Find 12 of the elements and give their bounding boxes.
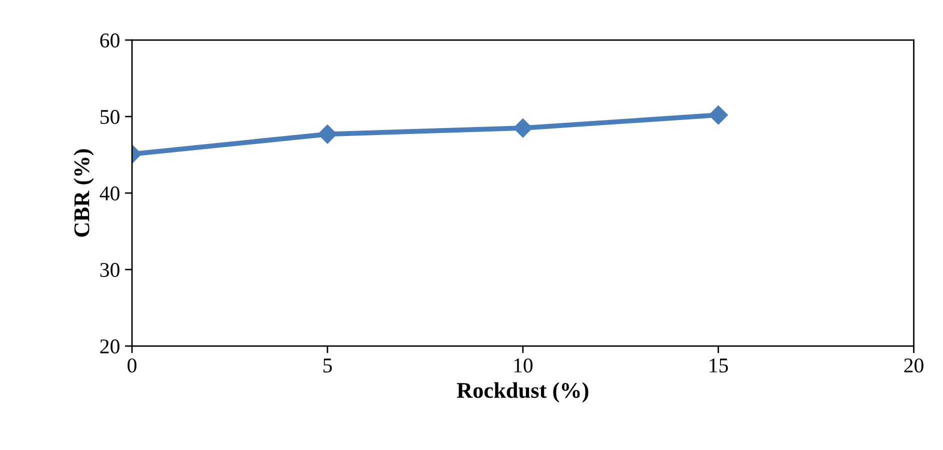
x-tick-label: 20 — [904, 358, 924, 373]
y-tick-label: 20 — [100, 339, 120, 354]
y-tick-label: 40 — [100, 186, 120, 200]
x-tick-label: 5 — [323, 358, 332, 373]
x-tick-label: 15 — [710, 358, 728, 373]
y-tick-label: 60 — [100, 33, 120, 48]
y-tick-label: 50 — [100, 110, 120, 124]
x-tick-label: 0 — [128, 358, 136, 373]
x-axis-title: Rockdust (%) — [456, 382, 588, 402]
y-tick-label: 30 — [100, 262, 120, 277]
x-tick-label: 10 — [514, 358, 533, 373]
y-axis-title: CBR (%) — [74, 149, 94, 237]
